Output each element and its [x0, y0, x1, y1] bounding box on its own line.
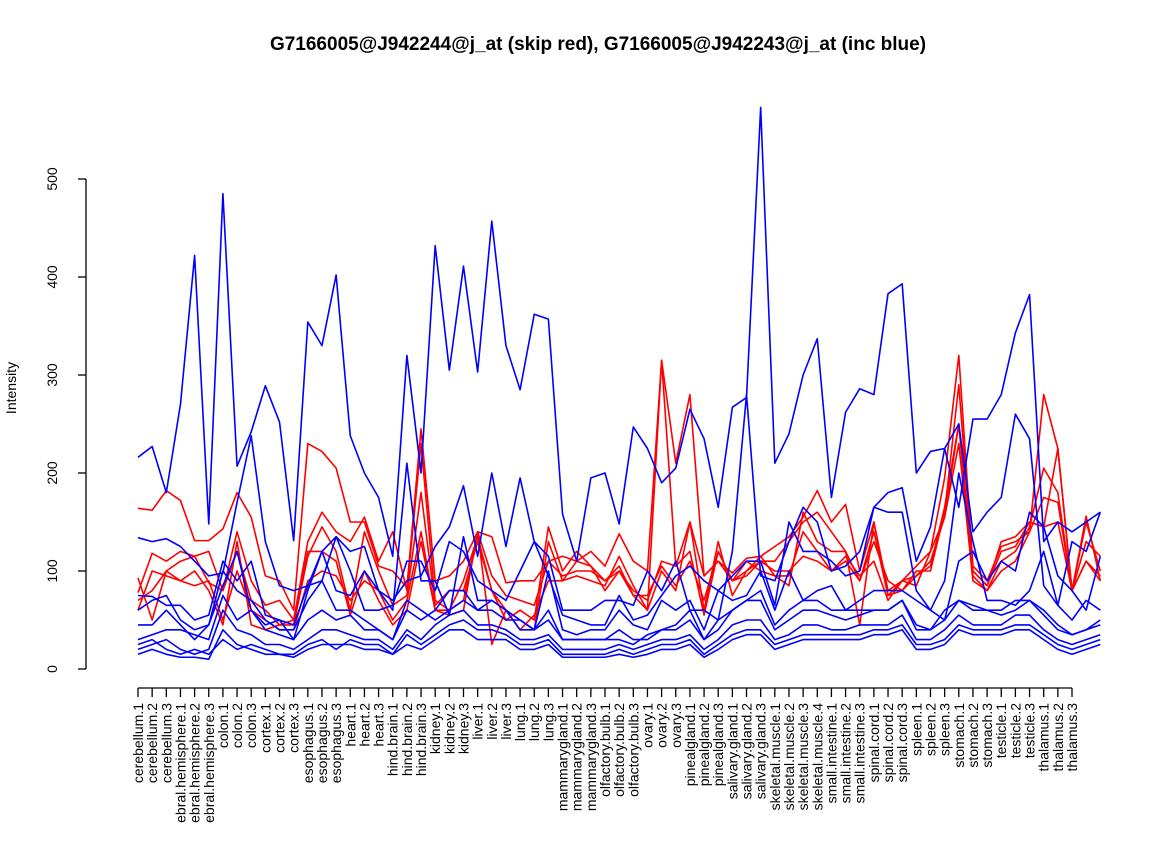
x-tick-label: olfactory.bulb.3 [625, 703, 641, 797]
x-tick-label: ebral.hemisphere.1 [172, 703, 188, 823]
x-tick-label: esophagus.1 [300, 703, 316, 783]
x-tick-label: skeletal.muscle.1 [767, 703, 783, 811]
x-tick-label: ovary.3 [668, 703, 684, 748]
x-tick-label: heart.2 [356, 703, 372, 747]
x-tick-label: spleen.3 [937, 703, 953, 756]
x-tick-label: lung.1 [512, 703, 528, 741]
x-tick-label: testicle.1 [993, 703, 1009, 758]
x-tick-label: hind.brain.1 [385, 703, 401, 776]
series-line-inc-5 [137, 589, 1101, 646]
x-tick-label: small.intestine.2 [838, 703, 854, 804]
series-line-skip-1 [137, 354, 1102, 612]
series-line-inc-6 [137, 609, 1101, 656]
x-tick-label: spinal.cord.1 [866, 703, 882, 783]
x-tick-label: spleen.2 [922, 703, 938, 756]
x-tick-label: cortex.2 [272, 703, 288, 753]
series-line-skip-2 [137, 383, 1101, 621]
x-tick-label: mammarygland.3 [583, 703, 599, 811]
x-tick-label: kidney.2 [441, 703, 457, 754]
x-tick-label: lung.3 [540, 703, 556, 741]
series-line-inc-8 [137, 570, 1101, 641]
x-tick-label: salivary.gland.2 [739, 703, 755, 799]
x-tick-label: mammarygland.1 [555, 703, 571, 811]
chart-title: G7166005@J942244@j_at (skip red), G71660… [270, 34, 926, 55]
series-line-inc-4 [138, 462, 1101, 641]
series-line-inc-9 [137, 619, 1101, 656]
x-tick-label: hind.brain.3 [413, 703, 429, 776]
x-tick-label: salivary.gland.1 [724, 703, 740, 799]
x-tick-label: colon.1 [215, 703, 231, 748]
x-tick-label: stomach.2 [965, 703, 981, 768]
x-tick-label: colon.3 [243, 703, 259, 748]
x-tick-label: olfactory.bulb.2 [611, 703, 627, 797]
series-line-inc-2 [137, 393, 1102, 621]
x-tick-label: skeletal.muscle.2 [781, 703, 797, 811]
x-tick-label: spleen.1 [908, 703, 924, 756]
x-tick-label: thalamus.3 [1064, 703, 1080, 772]
x-tick-label: esophagus.3 [328, 703, 344, 783]
x-tick-label: small.intestine.3 [852, 703, 868, 804]
x-tick-label: skeletal.muscle.4 [809, 703, 825, 811]
x-tick-label: thalamus.2 [1050, 703, 1066, 772]
x-tick-label: colon.2 [229, 703, 245, 748]
x-tick-label: heart.1 [342, 703, 358, 747]
x-tick-label: stomach.1 [951, 703, 967, 768]
x-tick-label: ovary.1 [639, 703, 655, 748]
x-tick-label: stomach.3 [979, 703, 995, 768]
x-tick-label: cortex.1 [257, 703, 273, 753]
x-tick-label: liver.2 [484, 703, 500, 740]
y-tick-label: 300 [44, 363, 60, 387]
x-tick-label: small.intestine.1 [823, 703, 839, 804]
x-tick-label: lung.2 [526, 703, 542, 741]
x-tick-label: spinal.cord.2 [880, 703, 896, 783]
y-tick-label: 400 [44, 265, 60, 289]
x-tick-label: cerebellum.1 [130, 703, 146, 783]
y-axis: 0 100 200 300 400 500 [44, 167, 87, 673]
x-tick-label: ebral.hemisphere.3 [201, 703, 217, 823]
x-tick-label: pinealgland.2 [696, 703, 712, 787]
x-tick-label: testicle.3 [1022, 703, 1038, 758]
y-tick-label: 200 [44, 461, 60, 485]
x-tick-label: ovary.2 [654, 703, 670, 748]
x-axis: cerebellum.1cerebellum.2cerebellum.3ebra… [130, 687, 1080, 823]
x-tick-label: thalamus.1 [1036, 703, 1052, 772]
y-tick-label: 0 [44, 665, 60, 673]
series-line-skip-5 [137, 359, 1102, 646]
x-tick-label: esophagus.2 [314, 703, 330, 783]
x-tick-label: kidney.1 [427, 703, 443, 754]
x-tick-label: cerebellum.3 [158, 703, 174, 783]
x-tick-label: spinal.cord.3 [894, 703, 910, 783]
x-tick-label: cortex.3 [286, 703, 302, 753]
x-tick-label: liver.1 [470, 703, 486, 740]
series-group [137, 106, 1102, 661]
y-tick-label: 500 [44, 167, 60, 191]
x-tick-label: mammarygland.2 [569, 703, 585, 811]
x-tick-label: liver.3 [498, 703, 514, 740]
x-tick-label: skeletal.muscle.3 [795, 703, 811, 811]
x-tick-label: ebral.hemisphere.2 [187, 703, 203, 823]
x-tick-label: salivary.gland.3 [753, 703, 769, 799]
x-tick-label: pinealgland.1 [682, 703, 698, 787]
x-tick-label: cerebellum.2 [144, 703, 160, 783]
series-line-inc-7 [137, 628, 1101, 661]
x-tick-label: pinealgland.3 [710, 703, 726, 787]
x-tick-label: heart.3 [371, 703, 387, 747]
y-tick-label: 100 [44, 559, 60, 583]
x-tick-label: hind.brain.2 [399, 703, 415, 776]
series-line-inc-1 [137, 106, 1101, 563]
x-tick-label: testicle.2 [1007, 703, 1023, 758]
x-tick-label: kidney.3 [455, 703, 471, 754]
x-tick-label: olfactory.bulb.1 [597, 703, 613, 797]
y-axis-label: Intensity [3, 362, 19, 414]
